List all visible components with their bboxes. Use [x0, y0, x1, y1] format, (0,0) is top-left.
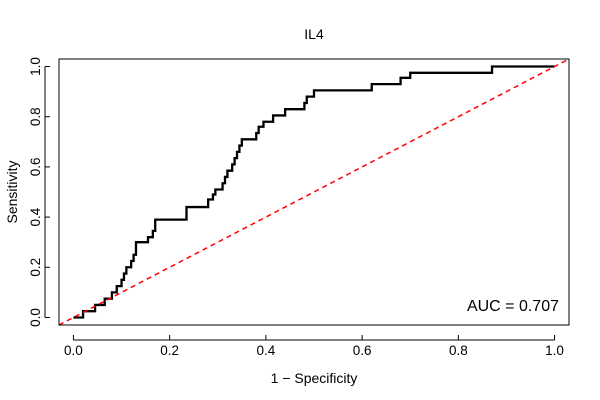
x-tick-label: 0.2	[160, 343, 179, 358]
x-tick-label: 0.6	[353, 343, 372, 358]
plot-layer	[59, 59, 569, 325]
auc-annotation: AUC = 0.707	[467, 298, 559, 315]
x-tick-label: 0.8	[449, 343, 468, 358]
x-tick-label: 1.0	[545, 343, 564, 358]
y-tick-label: 0.8	[28, 107, 43, 126]
y-tick-label: 1.0	[28, 57, 43, 76]
y-axis-label: Sensitivity	[4, 160, 20, 223]
x-tick-label: 0.0	[64, 343, 83, 358]
plot-frame	[58, 58, 570, 326]
y-tick-label: 0.4	[28, 207, 43, 226]
y-tick-label: 0.2	[28, 258, 43, 277]
chart-title: IL4	[304, 26, 324, 42]
x-axis-label: 1 − Specificity	[271, 370, 358, 386]
x-tick-label: 0.4	[256, 343, 275, 358]
y-tick-label: 0.0	[28, 308, 43, 327]
reference-diagonal-line	[59, 59, 569, 325]
roc-curve-line	[73, 65, 555, 319]
y-tick-label: 0.6	[28, 158, 43, 177]
